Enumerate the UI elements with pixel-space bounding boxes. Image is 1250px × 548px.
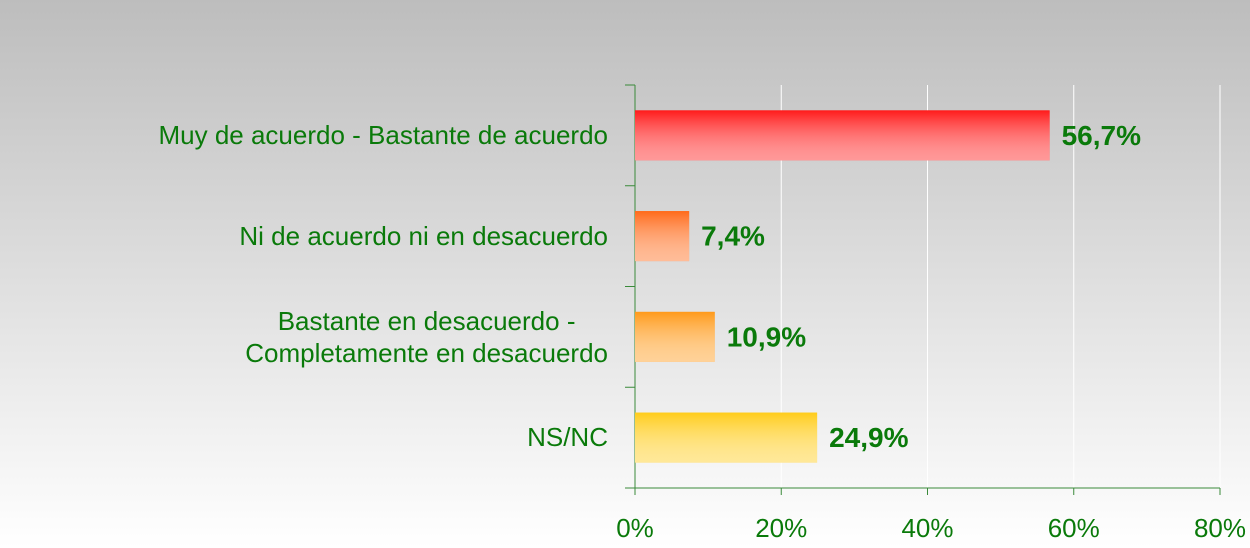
y-tick-label-box: Muy de acuerdo - Bastante de acuerdo	[0, 85, 608, 185]
value-label: 10,9%	[727, 321, 806, 352]
y-tick-label-box: Ni de acuerdo ni en desacuerdo	[0, 186, 608, 286]
x-tick-label: 60%	[1048, 513, 1100, 543]
x-tick-label: 40%	[901, 513, 953, 543]
bar	[635, 110, 1050, 161]
y-tick-label-box: Bastante en desacuerdo - Completamente e…	[0, 287, 608, 387]
y-tick-label-box: NS/NC	[0, 387, 608, 487]
y-tick-label: Muy de acuerdo - Bastante de acuerdo	[158, 120, 608, 150]
y-tick-label: NS/NC	[527, 422, 608, 453]
y-tick-label: Bastante en desacuerdo - Completamente e…	[245, 305, 608, 368]
bar	[635, 412, 818, 463]
x-tick-label: 80%	[1194, 513, 1246, 543]
bar	[635, 211, 690, 262]
y-tick-label: Ni de acuerdo ni en desacuerdo	[239, 220, 608, 251]
bar	[635, 311, 715, 362]
value-label: 24,9%	[829, 422, 908, 453]
x-tick-label: 20%	[755, 513, 807, 543]
value-label: 56,7%	[1062, 120, 1141, 151]
value-label: 7,4%	[701, 221, 765, 252]
x-tick-label: 0%	[616, 513, 654, 543]
